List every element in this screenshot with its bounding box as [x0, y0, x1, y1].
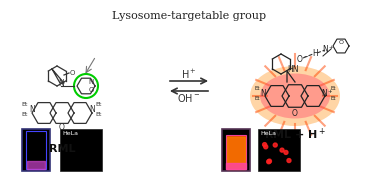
Text: O: O [59, 123, 65, 132]
Text: HN: HN [287, 65, 299, 75]
Text: H: H [312, 49, 318, 57]
Text: N: N [58, 79, 64, 89]
Text: HeLa: HeLa [260, 131, 276, 136]
FancyBboxPatch shape [22, 129, 50, 171]
Circle shape [280, 148, 284, 152]
Text: Et: Et [96, 111, 102, 116]
Text: O: O [292, 108, 298, 118]
Circle shape [284, 150, 288, 154]
Text: Et: Et [22, 102, 28, 107]
Text: N$^+$: N$^+$ [321, 87, 333, 99]
Text: Et: Et [22, 111, 28, 116]
Circle shape [268, 159, 271, 163]
Text: N: N [88, 79, 94, 85]
FancyBboxPatch shape [226, 135, 246, 169]
Text: N$^+$: N$^+$ [322, 43, 335, 55]
Text: HeLa: HeLa [62, 131, 78, 136]
Text: Et: Et [254, 86, 260, 91]
Text: H$^+$: H$^+$ [181, 68, 197, 81]
Circle shape [264, 145, 268, 149]
Text: N: N [89, 105, 95, 113]
Text: RML + H$^+$: RML + H$^+$ [264, 126, 326, 142]
Text: Et: Et [330, 97, 336, 102]
FancyBboxPatch shape [222, 129, 250, 171]
Text: O: O [339, 39, 344, 44]
Text: OH$^-$: OH$^-$ [177, 92, 201, 104]
Text: O$^-$: O$^-$ [296, 52, 310, 63]
Circle shape [267, 160, 271, 164]
Text: O: O [70, 70, 75, 76]
Text: Et: Et [96, 102, 102, 107]
Text: N: N [260, 89, 266, 97]
Circle shape [273, 143, 277, 147]
Text: Lysosome-targetable group: Lysosome-targetable group [112, 11, 266, 21]
FancyBboxPatch shape [258, 129, 300, 171]
FancyBboxPatch shape [60, 129, 102, 171]
Text: O: O [88, 87, 94, 93]
Circle shape [263, 143, 266, 147]
Text: Et: Et [330, 86, 336, 91]
Ellipse shape [250, 66, 340, 126]
Circle shape [287, 158, 291, 163]
Text: Et: Et [254, 97, 260, 102]
Text: RML: RML [49, 144, 75, 154]
Text: N: N [29, 105, 35, 113]
Ellipse shape [260, 73, 330, 118]
